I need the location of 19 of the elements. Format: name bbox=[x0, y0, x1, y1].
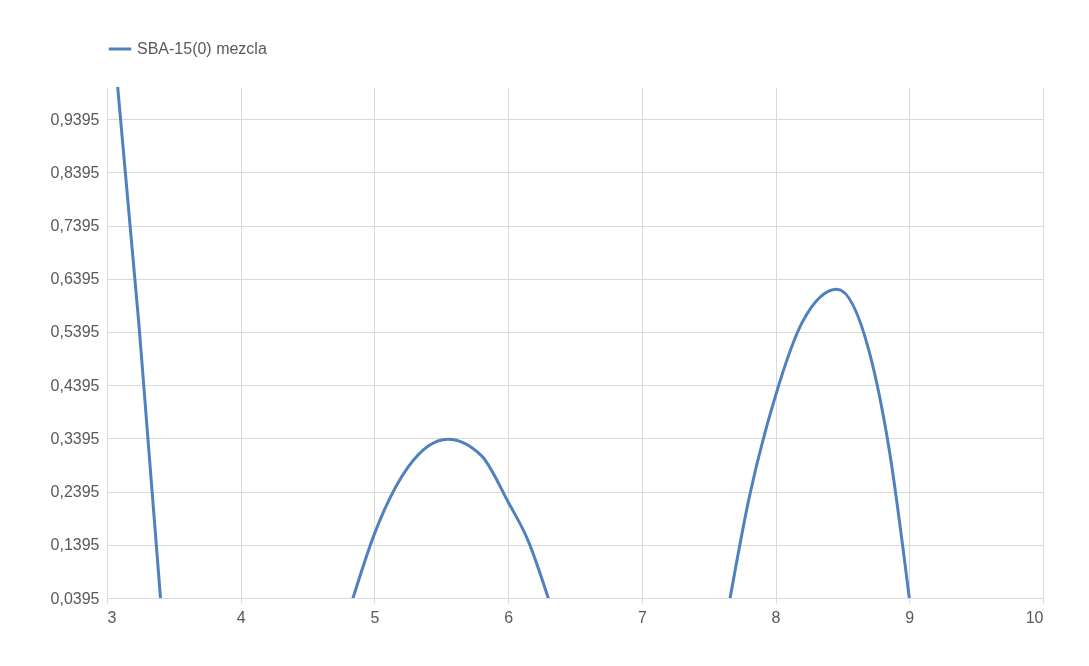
x-tick-label: 10 bbox=[1025, 608, 1044, 626]
x-tick-label: 5 bbox=[370, 608, 380, 626]
x-tick-label: 4 bbox=[236, 608, 246, 626]
x-tick-label: 8 bbox=[771, 608, 781, 626]
x-tick-label: 9 bbox=[905, 608, 915, 626]
y-tick-label: 0,0395 bbox=[50, 589, 100, 607]
x-tick-label: 7 bbox=[637, 608, 647, 626]
y-tick-label: 0,5395 bbox=[50, 323, 100, 341]
y-tick-label: 0,9395 bbox=[50, 110, 100, 128]
x-tick-label: 6 bbox=[504, 608, 514, 626]
x-tick-label: 3 bbox=[107, 608, 117, 626]
legend-label: SBA-15(0) mezcla bbox=[137, 40, 267, 57]
y-tick-label: 0,3395 bbox=[50, 429, 100, 447]
y-tick-label: 0,4395 bbox=[50, 376, 100, 394]
y-tick-label: 0,6395 bbox=[50, 270, 100, 288]
y-tick-label: 0,2395 bbox=[50, 483, 100, 501]
y-tick-label: 0,7395 bbox=[50, 217, 100, 235]
y-tick-label: 0,8395 bbox=[50, 163, 100, 181]
y-tick-label: 0,1395 bbox=[50, 536, 100, 554]
